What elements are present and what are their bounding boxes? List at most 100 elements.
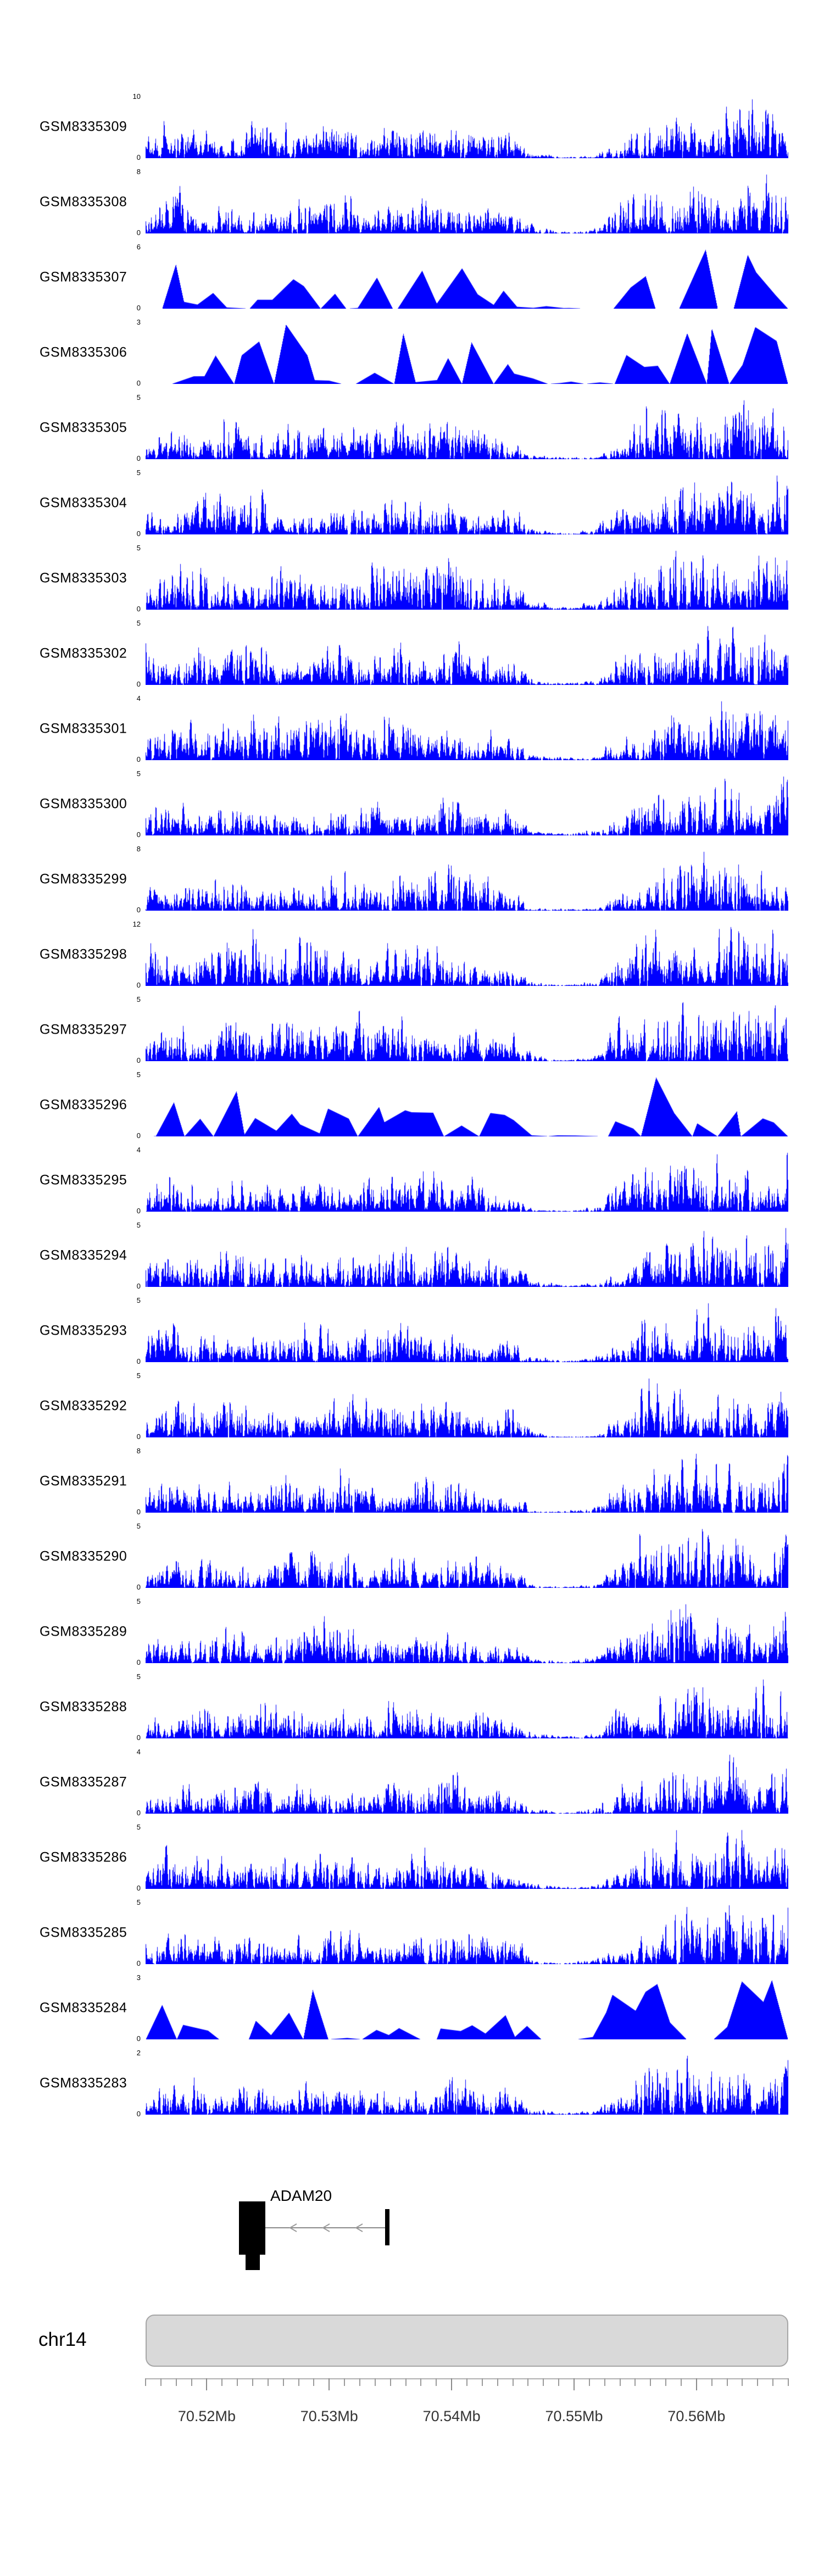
- axis-major-tick: [206, 2378, 208, 2390]
- axis-minor-tick: [145, 2378, 146, 2386]
- track-ymax-label: 5: [136, 468, 141, 477]
- track-ymin-label: 0: [136, 830, 141, 839]
- track-ymax-label: 4: [136, 1747, 141, 1756]
- track-label: GSM8335295: [40, 1172, 127, 1188]
- track-label: GSM8335307: [40, 269, 127, 285]
- track-row: GSM8335305 5 0: [0, 389, 824, 464]
- track-ymin-label: 0: [136, 1508, 141, 1516]
- track-signal-plot: [146, 1300, 788, 1362]
- track-ymax-label: 5: [136, 1296, 141, 1304]
- track-row: GSM8335301 4 0: [0, 690, 824, 765]
- track-ymax-label: 5: [136, 1597, 141, 1605]
- axis-tick-label: 70.55Mb: [545, 2408, 603, 2424]
- track-row: GSM8335302 5 0: [0, 615, 824, 690]
- track-ymin-label: 0: [136, 153, 141, 162]
- track-row: GSM8335296 5 0: [0, 1066, 824, 1141]
- axis-minor-tick: [344, 2378, 346, 2386]
- axis-minor-tick: [267, 2378, 269, 2386]
- axis-minor-tick: [237, 2378, 238, 2386]
- track-ymin-label: 0: [136, 755, 141, 764]
- axis-minor-tick: [359, 2378, 360, 2386]
- track-signal-plot: [146, 246, 788, 309]
- track-label: GSM8335292: [40, 1398, 127, 1414]
- track-ymax-label: 5: [136, 618, 141, 627]
- track-ymin-label: 0: [136, 680, 141, 689]
- track-label: GSM8335284: [40, 2000, 127, 2016]
- track-ymin-label: 0: [136, 1809, 141, 1817]
- track-row: GSM8335291 8 0: [0, 1442, 824, 1518]
- track-ymax-label: 5: [136, 1521, 141, 1530]
- track-signal-plot: [146, 1977, 788, 2039]
- gene-model-glyph: [239, 2201, 389, 2270]
- axis-minor-tick: [711, 2378, 712, 2386]
- track-signal-plot: [146, 1525, 788, 1588]
- track-ymax-label: 5: [136, 1070, 141, 1079]
- axis-minor-tick: [527, 2378, 529, 2386]
- track-row: GSM8335297 5 0: [0, 991, 824, 1066]
- track-row: GSM8335295 4 0: [0, 1141, 824, 1217]
- axis-tick-label: 70.56Mb: [667, 2408, 726, 2424]
- track-label: GSM8335302: [40, 645, 127, 661]
- track-label: GSM8335285: [40, 1925, 127, 1941]
- track-ymin-label: 0: [136, 379, 141, 388]
- track-row: GSM8335284 3 0: [0, 1969, 824, 2044]
- track-signal-plot: [146, 698, 788, 760]
- track-row: GSM8335300 5 0: [0, 765, 824, 840]
- axis-minor-tick: [175, 2378, 177, 2386]
- track-row: GSM8335303 5 0: [0, 539, 824, 615]
- track-signal-plot: [146, 1224, 788, 1287]
- axis-minor-tick: [650, 2378, 652, 2386]
- track-ymin-label: 0: [136, 1432, 141, 1441]
- track-row: GSM8335298 12 0: [0, 916, 824, 991]
- track-ymin-label: 0: [136, 906, 141, 915]
- axis-minor-tick: [512, 2378, 514, 2386]
- track-ymax-label: 5: [136, 1220, 141, 1229]
- track-signal-plot: [146, 1826, 788, 1889]
- track-ymax-label: 5: [136, 769, 141, 778]
- track-signal-plot: [146, 999, 788, 1061]
- exon-box-right: [385, 2209, 389, 2245]
- track-row: GSM8335306 3 0: [0, 314, 824, 389]
- track-row: GSM8335294 5 0: [0, 1217, 824, 1292]
- track-label: GSM8335304: [40, 495, 127, 511]
- axis-minor-tick: [481, 2378, 483, 2386]
- chromosome-label: chr14: [38, 2329, 87, 2350]
- track-ymin-label: 0: [136, 2034, 141, 2043]
- axis-minor-tick: [374, 2378, 376, 2386]
- axis-tick-label: 70.53Mb: [300, 2408, 358, 2424]
- track-label: GSM8335298: [40, 946, 127, 962]
- axis-minor-tick: [282, 2378, 284, 2386]
- track-row: GSM8335285 5 0: [0, 1894, 824, 1969]
- track-ymax-label: 2: [136, 2048, 141, 2057]
- axis-minor-tick: [757, 2378, 759, 2386]
- axis-minor-tick: [298, 2378, 299, 2386]
- track-ymin-label: 0: [136, 981, 141, 990]
- track-signal-plot: [146, 1450, 788, 1513]
- track-ymin-label: 0: [136, 1959, 141, 1968]
- track-signal-plot: [146, 397, 788, 459]
- track-ymax-label: 8: [136, 844, 141, 853]
- track-signal-plot: [146, 1902, 788, 1964]
- track-signal-plot: [146, 321, 788, 384]
- track-signal-plot: [146, 472, 788, 534]
- track-ymin-label: 0: [136, 2110, 141, 2118]
- axis-minor-tick: [160, 2378, 162, 2386]
- track-label: GSM8335309: [40, 119, 127, 135]
- axis-minor-tick: [420, 2378, 422, 2386]
- axis-tick-label: 70.52Mb: [177, 2408, 236, 2424]
- track-label: GSM8335288: [40, 1699, 127, 1715]
- track-label: GSM8335305: [40, 420, 127, 436]
- track-row: GSM8335308 8 0: [0, 163, 824, 238]
- track-ymax-label: 5: [136, 995, 141, 1003]
- track-row: GSM8335283 2 0: [0, 2044, 824, 2120]
- track-ymax-label: 10: [132, 92, 141, 101]
- axis-minor-tick: [313, 2378, 315, 2386]
- axis-major-tick: [574, 2378, 575, 2390]
- track-ymax-label: 5: [136, 1898, 141, 1906]
- track-ymin-label: 0: [136, 1282, 141, 1291]
- exon-box-utr: [246, 2255, 260, 2270]
- track-ymin-label: 0: [136, 605, 141, 614]
- track-row: GSM8335290 5 0: [0, 1518, 824, 1593]
- track-ymax-label: 8: [136, 1446, 141, 1455]
- axis-minor-tick: [543, 2378, 544, 2386]
